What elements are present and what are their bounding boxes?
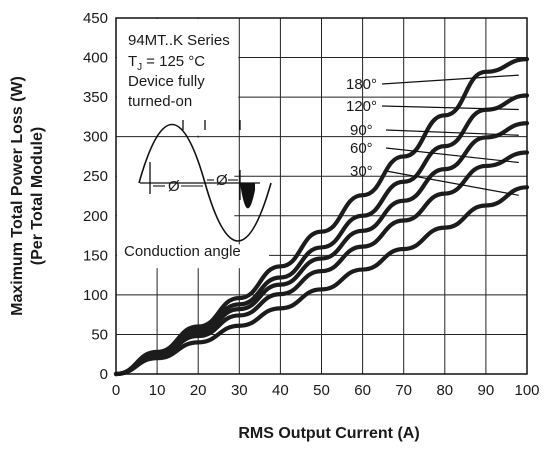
series-label-90deg: 90° bbox=[350, 122, 373, 139]
plot-frame bbox=[115, 17, 528, 375]
conduction-angle-inset: Ø Ø Conduction angle bbox=[124, 120, 272, 260]
leader-line bbox=[385, 129, 519, 136]
y-tick-label: 250 bbox=[83, 168, 108, 185]
x-tick-label: 50 bbox=[313, 382, 330, 399]
x-tick-label: 30 bbox=[231, 382, 248, 399]
series-label-120deg: 120° bbox=[346, 98, 377, 115]
caption-background bbox=[117, 244, 270, 269]
x-tick-label: 20 bbox=[190, 382, 207, 399]
series-annotation: 94MT..K Series TJ = 125 °C Device fully t… bbox=[128, 32, 230, 110]
curve-60deg bbox=[113, 150, 530, 377]
tick-labels: 0 10 20 30 40 50 60 70 80 90 100 0 50 100 150 200 250 300… bbox=[83, 10, 540, 399]
y-tick-label: 50 bbox=[91, 326, 108, 343]
x-tick-label: 70 bbox=[395, 382, 412, 399]
y-tick-label: 300 bbox=[83, 129, 108, 146]
inset-sine-wave bbox=[138, 123, 272, 242]
x-tick-label: 10 bbox=[149, 382, 166, 399]
x-tick-label: 0 bbox=[112, 382, 120, 399]
inset-phi-left: Ø bbox=[168, 178, 180, 195]
y-tick-label: 450 bbox=[83, 10, 108, 27]
inset-background bbox=[117, 137, 235, 255]
annotation-line-3: Device fully bbox=[128, 73, 205, 90]
tj-value: = 125 °C bbox=[146, 53, 205, 70]
leader-line bbox=[385, 147, 519, 164]
leader-line bbox=[385, 170, 519, 196]
inset-shaded-lobe bbox=[240, 183, 255, 209]
inset-caption: Conduction angle bbox=[124, 243, 241, 260]
curve-30deg bbox=[113, 185, 530, 377]
y-axis-title-line-1: Maximum Total Power Loss (W) bbox=[9, 76, 26, 316]
series-labels: 180° 120° 90°60° 30° bbox=[346, 74, 519, 196]
leader-line bbox=[381, 74, 519, 85]
y-tick-label: 100 bbox=[83, 287, 108, 304]
y-tick-label: 350 bbox=[83, 89, 108, 106]
annotation-backgrounds bbox=[117, 19, 270, 269]
y-tick-label: 400 bbox=[83, 50, 108, 67]
series-label-30deg: 30° bbox=[350, 163, 373, 180]
tj-subscript: J bbox=[137, 62, 142, 73]
x-tick-label: 40 bbox=[272, 382, 289, 399]
x-tick-label: 80 bbox=[436, 382, 453, 399]
leader-line bbox=[381, 105, 519, 111]
annotation-line-4: turned-on bbox=[128, 93, 192, 110]
tj-symbol: T bbox=[128, 53, 137, 70]
x-tick-label: 90 bbox=[478, 382, 495, 399]
inset-phi-right: Ø bbox=[216, 172, 228, 189]
x-tick-label: 60 bbox=[354, 382, 371, 399]
x-axis-title: RMS Output Current (A) bbox=[238, 425, 419, 442]
x-tick-label: 100 bbox=[514, 382, 539, 399]
annotation-line-2: TJ = 125 °C bbox=[128, 53, 205, 73]
series-label-60deg: 60° bbox=[350, 140, 373, 157]
y-tick-label: 200 bbox=[83, 208, 108, 225]
annotation-line-1: 94MT..K Series bbox=[128, 32, 230, 49]
y-tick-label: 150 bbox=[83, 247, 108, 264]
y-axis-title-line-2: (Per Total Module) bbox=[29, 127, 46, 265]
annotation-background bbox=[117, 19, 239, 136]
y-tick-label: 0 bbox=[100, 366, 108, 383]
curve-90deg bbox=[113, 121, 530, 377]
series-label-180deg: 180° bbox=[346, 76, 377, 93]
